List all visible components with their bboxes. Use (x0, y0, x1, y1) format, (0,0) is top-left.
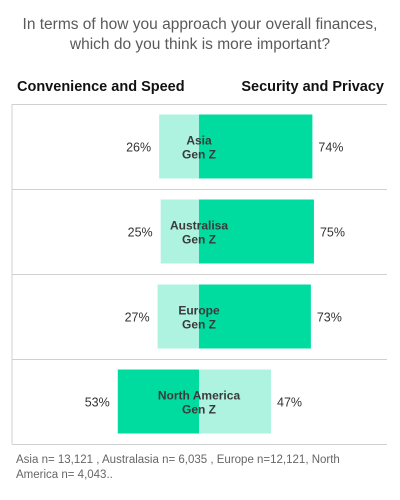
bar-convenience (117, 369, 199, 434)
category-label-line: Gen Z (182, 403, 216, 417)
bar-convenience (159, 114, 199, 179)
category-label: Australisa Gen Z (170, 219, 228, 247)
chart-area: 26% 74%Asia Gen Z25% 75%Australisa Gen Z27% 7… (11, 104, 387, 445)
bar-security (199, 369, 272, 434)
data-label-convenience: 26% (126, 141, 151, 155)
data-label-security: 47% (277, 396, 302, 410)
bar-security (199, 199, 314, 264)
bar-security (199, 114, 313, 179)
legend-right-label: Security and Privacy (241, 79, 384, 95)
category-label-line: Gen Z (182, 233, 216, 247)
data-label-convenience: 25% (128, 226, 153, 240)
category-label: Europe Gen Z (178, 304, 220, 332)
category-label-line: North America (158, 389, 241, 403)
category-label-line: Asia (186, 134, 212, 148)
data-label-convenience: 53% (85, 396, 110, 410)
category-label-line: Europe (178, 304, 220, 318)
bar-convenience (157, 284, 199, 349)
data-label-security: 75% (320, 226, 345, 240)
data-label-security: 73% (317, 311, 342, 325)
category-label-line: Australisa (170, 219, 228, 233)
bar-security (199, 284, 311, 349)
data-label-convenience: 27% (125, 311, 150, 325)
legend-left-label: Convenience and Speed (17, 79, 185, 95)
footnote: Asia n= 13,121 , Australasia n= 6,035 , … (16, 454, 340, 481)
category-label: North America Gen Z (158, 389, 241, 417)
chart-title: In terms of how you approach your overal… (22, 16, 378, 53)
bar-convenience (160, 199, 199, 264)
category-label-line: Gen Z (182, 148, 216, 162)
category-label: Asia Gen Z (182, 134, 216, 162)
data-label-security: 74% (318, 141, 343, 155)
category-label-line: Gen Z (182, 318, 216, 332)
